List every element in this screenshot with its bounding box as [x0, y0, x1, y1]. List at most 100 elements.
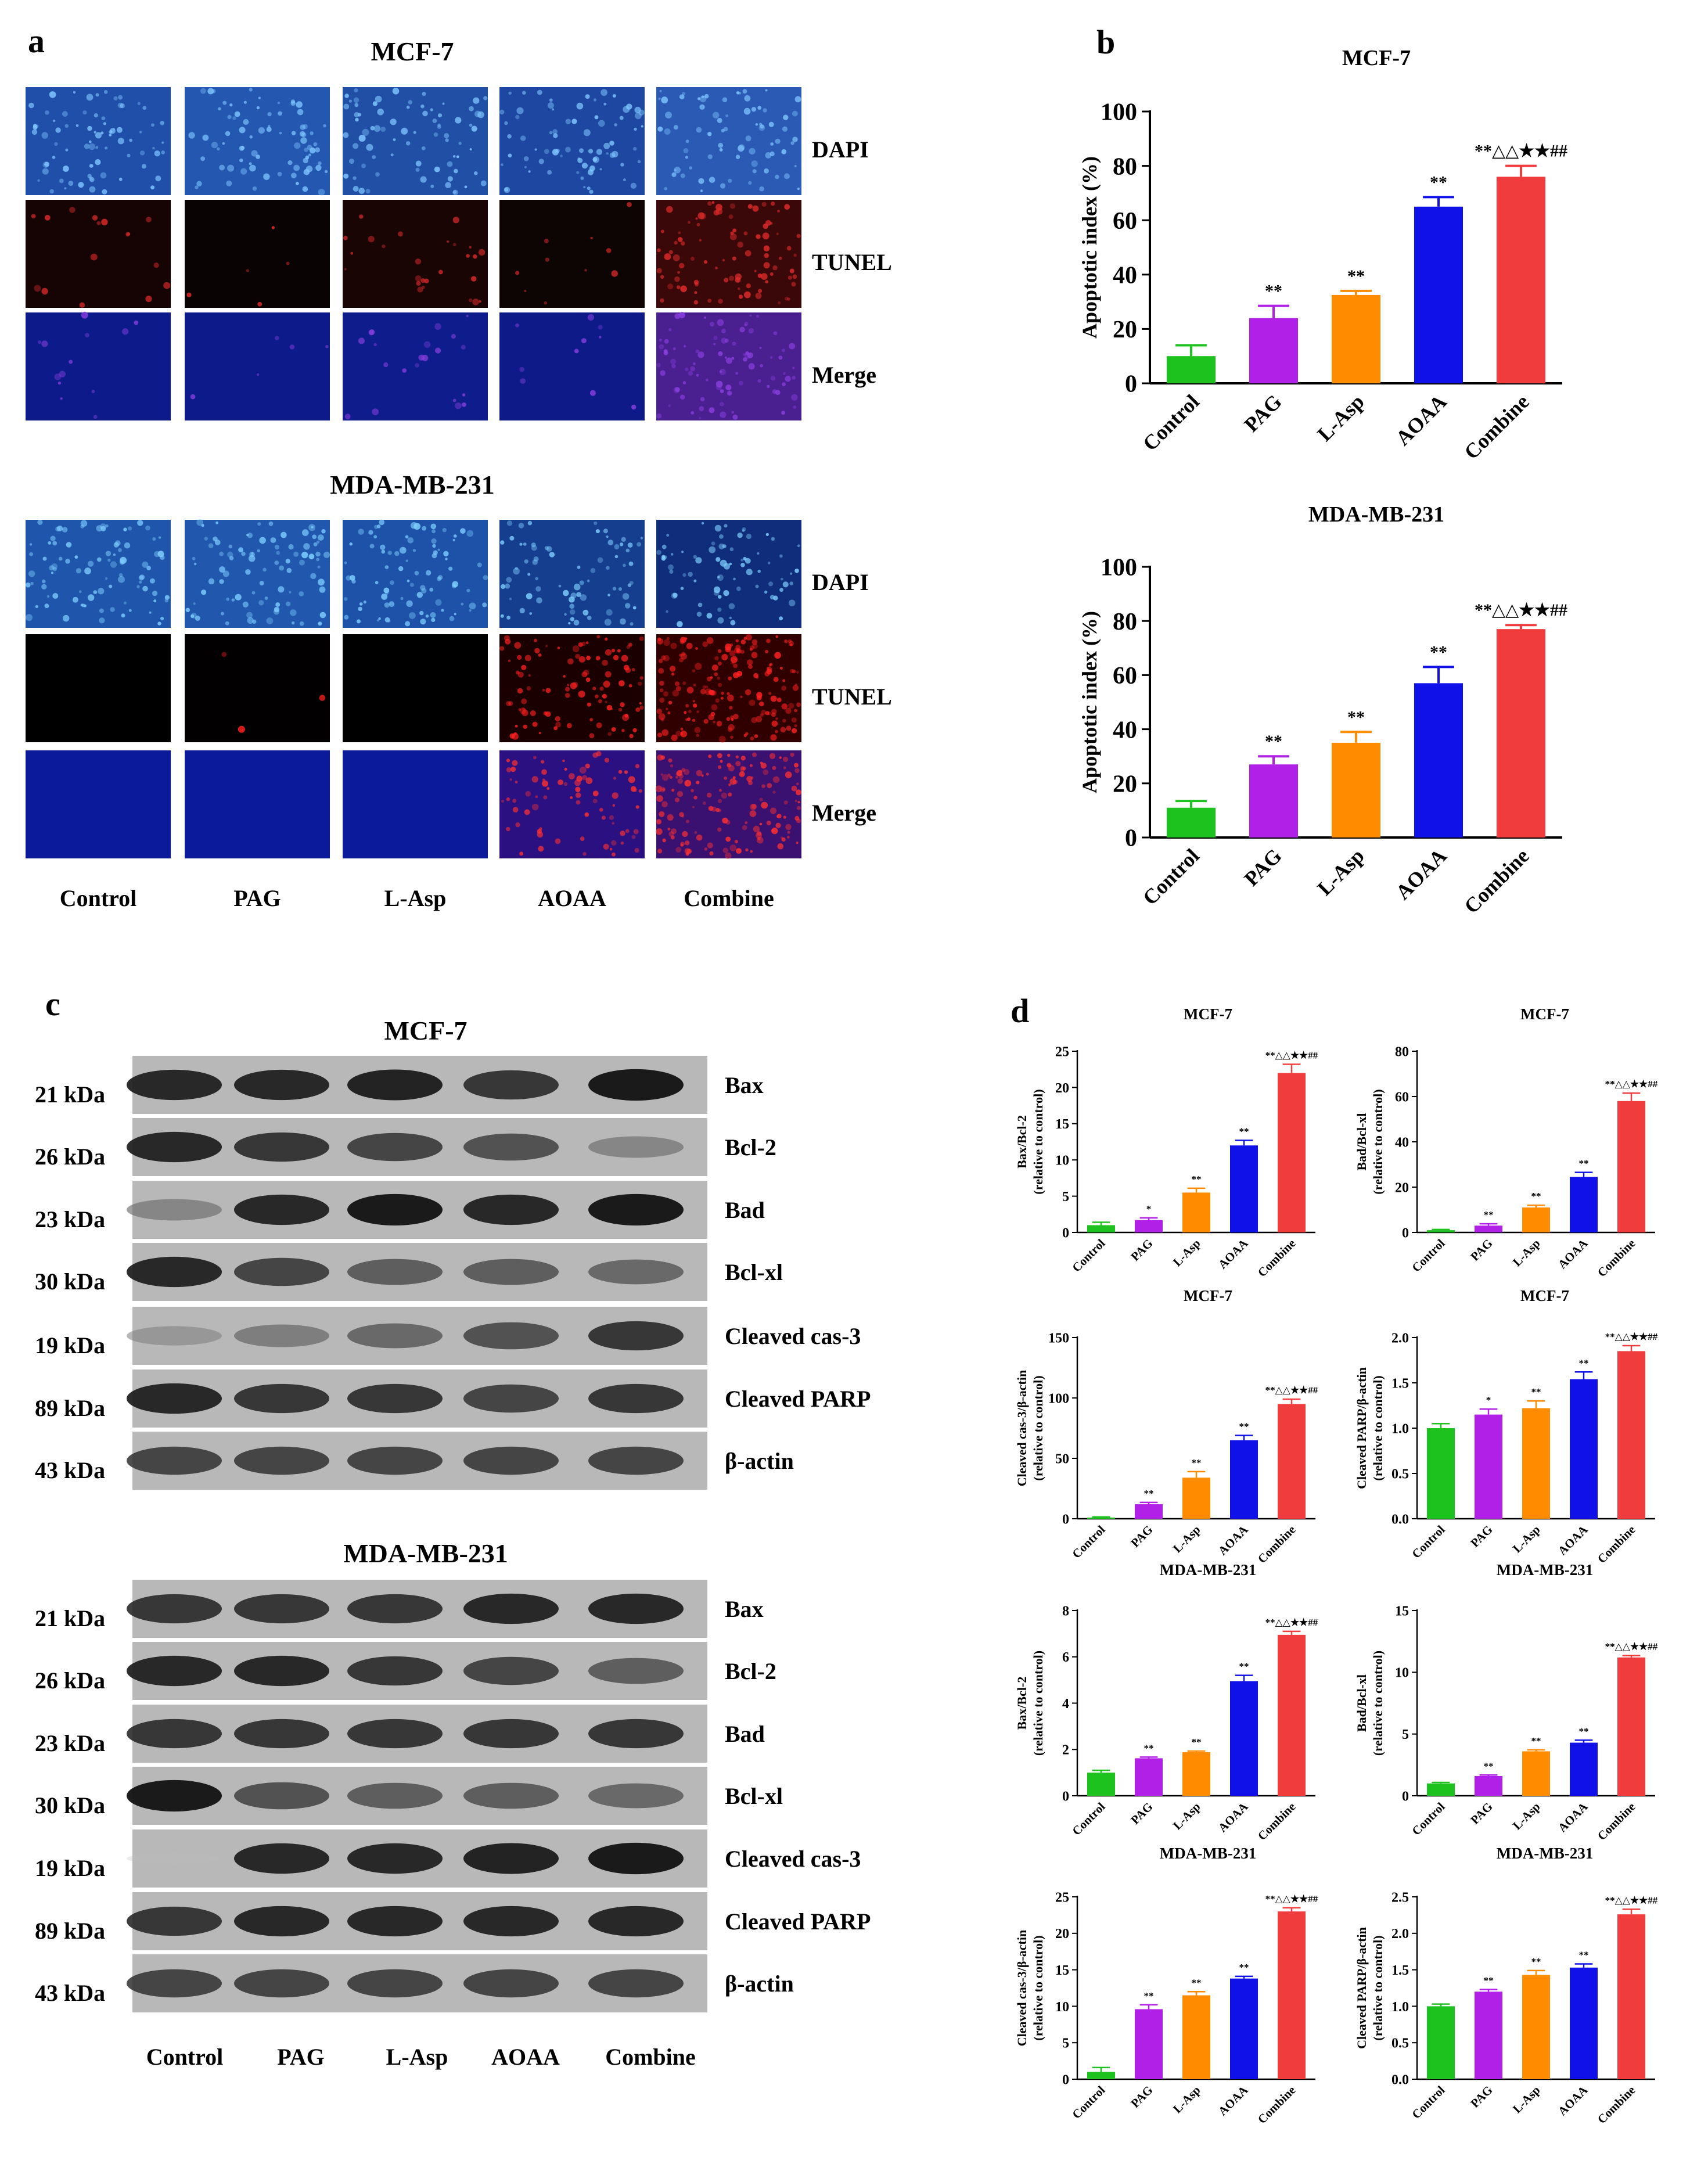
cell-dot [46, 595, 50, 598]
cell-dot [96, 525, 103, 532]
cell-dot [406, 600, 413, 607]
cell-dot [771, 537, 775, 541]
cell-dot [504, 121, 508, 125]
cell-dot [103, 90, 108, 94]
cell-dot [638, 681, 642, 686]
micrograph-tile [656, 634, 801, 743]
cell-dot [607, 732, 612, 736]
cell-dot [662, 788, 666, 792]
cell-dot [524, 655, 531, 662]
significance-annotation: **△△★★## [1605, 1641, 1658, 1652]
cell-dot [710, 711, 715, 717]
cell-dot [680, 653, 687, 660]
cell-dot [599, 686, 604, 691]
category-label: Combine [1595, 1800, 1638, 1843]
cell-dot [679, 394, 685, 400]
cell-dot [792, 274, 797, 279]
cell-dot [784, 639, 788, 644]
cell-dot [462, 402, 466, 407]
y-axis-label: Cleaved cas-3/β-actin [1015, 1930, 1029, 2046]
y-tick-label: 150 [1048, 1331, 1069, 1346]
cell-dot [28, 570, 35, 577]
blot-row: 30 kDa Bcl-xl [35, 1767, 783, 1825]
cell-dot [639, 706, 644, 710]
cell-dot [239, 158, 243, 163]
cell-dot [249, 164, 256, 172]
cell-dot [729, 706, 733, 710]
cell-dot [775, 174, 779, 179]
cell-dot [656, 549, 661, 555]
cell-dot [535, 586, 541, 592]
cell-dot [745, 351, 749, 355]
cell-dot [570, 796, 573, 799]
cell-dot [675, 686, 681, 692]
bar [1167, 807, 1216, 837]
cell-dot [713, 112, 720, 118]
cell-dot [632, 606, 637, 610]
tile-background [26, 520, 171, 628]
cell-dot [722, 97, 728, 103]
cell-dot [117, 102, 124, 109]
cell-dot [768, 664, 772, 667]
cell-dot [420, 104, 425, 109]
cell-dot [683, 148, 689, 153]
cell-dot [682, 681, 686, 685]
cell-dot [759, 346, 762, 350]
cell-dot [663, 639, 670, 646]
cell-dot [432, 118, 437, 123]
significance-annotation: **△△★★## [1475, 601, 1567, 620]
tile-background [656, 520, 801, 628]
cell-dot [749, 699, 756, 706]
cell-dot [387, 551, 392, 555]
cell-dot [744, 353, 751, 359]
cell-dot [124, 542, 131, 549]
cell-dot [682, 573, 686, 577]
cell-dot [666, 707, 668, 710]
cell-dot [437, 123, 441, 127]
cell-dot [677, 271, 680, 274]
cell-dot [620, 702, 625, 707]
cell-dot [531, 776, 538, 783]
cell-dot [770, 142, 774, 146]
cell-dot [264, 596, 268, 600]
cell-dot [792, 376, 796, 380]
y-axis-label-secondary: (relative to control) [1031, 1089, 1045, 1194]
cell-dot [392, 88, 400, 95]
bar [1617, 1914, 1645, 2079]
cell-dot [63, 614, 70, 622]
cell-dot [318, 578, 325, 586]
cell-dot [452, 538, 455, 541]
cell-dot [462, 393, 466, 397]
cell-dot [240, 168, 247, 175]
cell-dot [681, 814, 685, 818]
cell-dot [787, 831, 790, 834]
cell-dot [163, 282, 171, 289]
kda-label: 89 kDa [35, 1918, 105, 1944]
category-label: PAG [1128, 2083, 1155, 2111]
cell-dot [285, 559, 290, 564]
cell-dot [768, 692, 772, 695]
cell-dot [127, 232, 131, 236]
cell-dot [794, 569, 799, 573]
bar [1475, 1992, 1502, 2079]
cell-dot [315, 164, 322, 171]
tile-background [656, 312, 801, 420]
cell-dot [791, 785, 797, 792]
bar [1182, 1478, 1210, 1519]
cell-dot [694, 727, 701, 734]
cell-dot [202, 134, 209, 141]
category-label: Combine [1459, 390, 1533, 463]
cell-dot [744, 323, 747, 327]
cell-dot [219, 551, 224, 556]
cell-dot [538, 159, 544, 164]
cell-dot [729, 643, 733, 647]
cell-dot [639, 676, 643, 680]
cell-dot [729, 650, 736, 657]
cell-dot [717, 607, 722, 612]
cell-dot [66, 542, 72, 548]
cell-dot [785, 376, 791, 382]
cell-dot [756, 716, 762, 722]
cell-dot [717, 319, 724, 326]
cell-dot [447, 240, 450, 243]
